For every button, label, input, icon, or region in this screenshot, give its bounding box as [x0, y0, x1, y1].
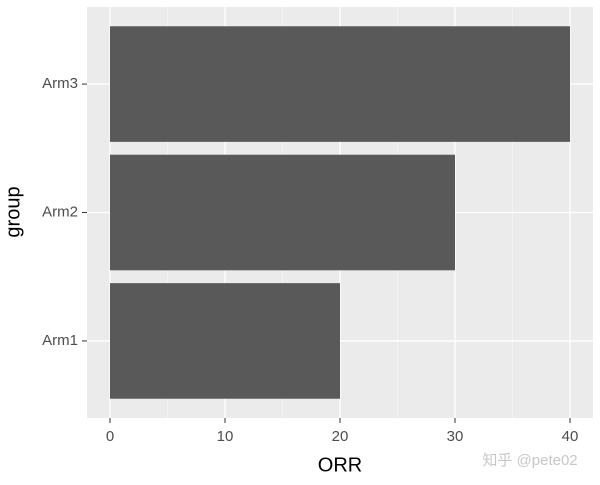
bar — [110, 26, 570, 142]
x-axis-title: ORR — [318, 454, 362, 476]
y-axis-title: group — [2, 186, 24, 237]
y-tick-label: Arm3 — [42, 75, 78, 92]
y-tick-label: Arm1 — [42, 332, 78, 349]
bar — [110, 154, 455, 271]
watermark: 知乎 @pete02 — [482, 452, 577, 469]
marks — [110, 26, 570, 399]
y-tick-label: Arm2 — [42, 203, 78, 220]
bar — [110, 283, 340, 399]
x-tick-label: 0 — [106, 428, 114, 445]
x-tick-label: 10 — [217, 428, 234, 445]
x-tick-label: 20 — [332, 428, 349, 445]
x-tick-label: 40 — [562, 428, 579, 445]
x-tick-label: 30 — [447, 428, 464, 445]
